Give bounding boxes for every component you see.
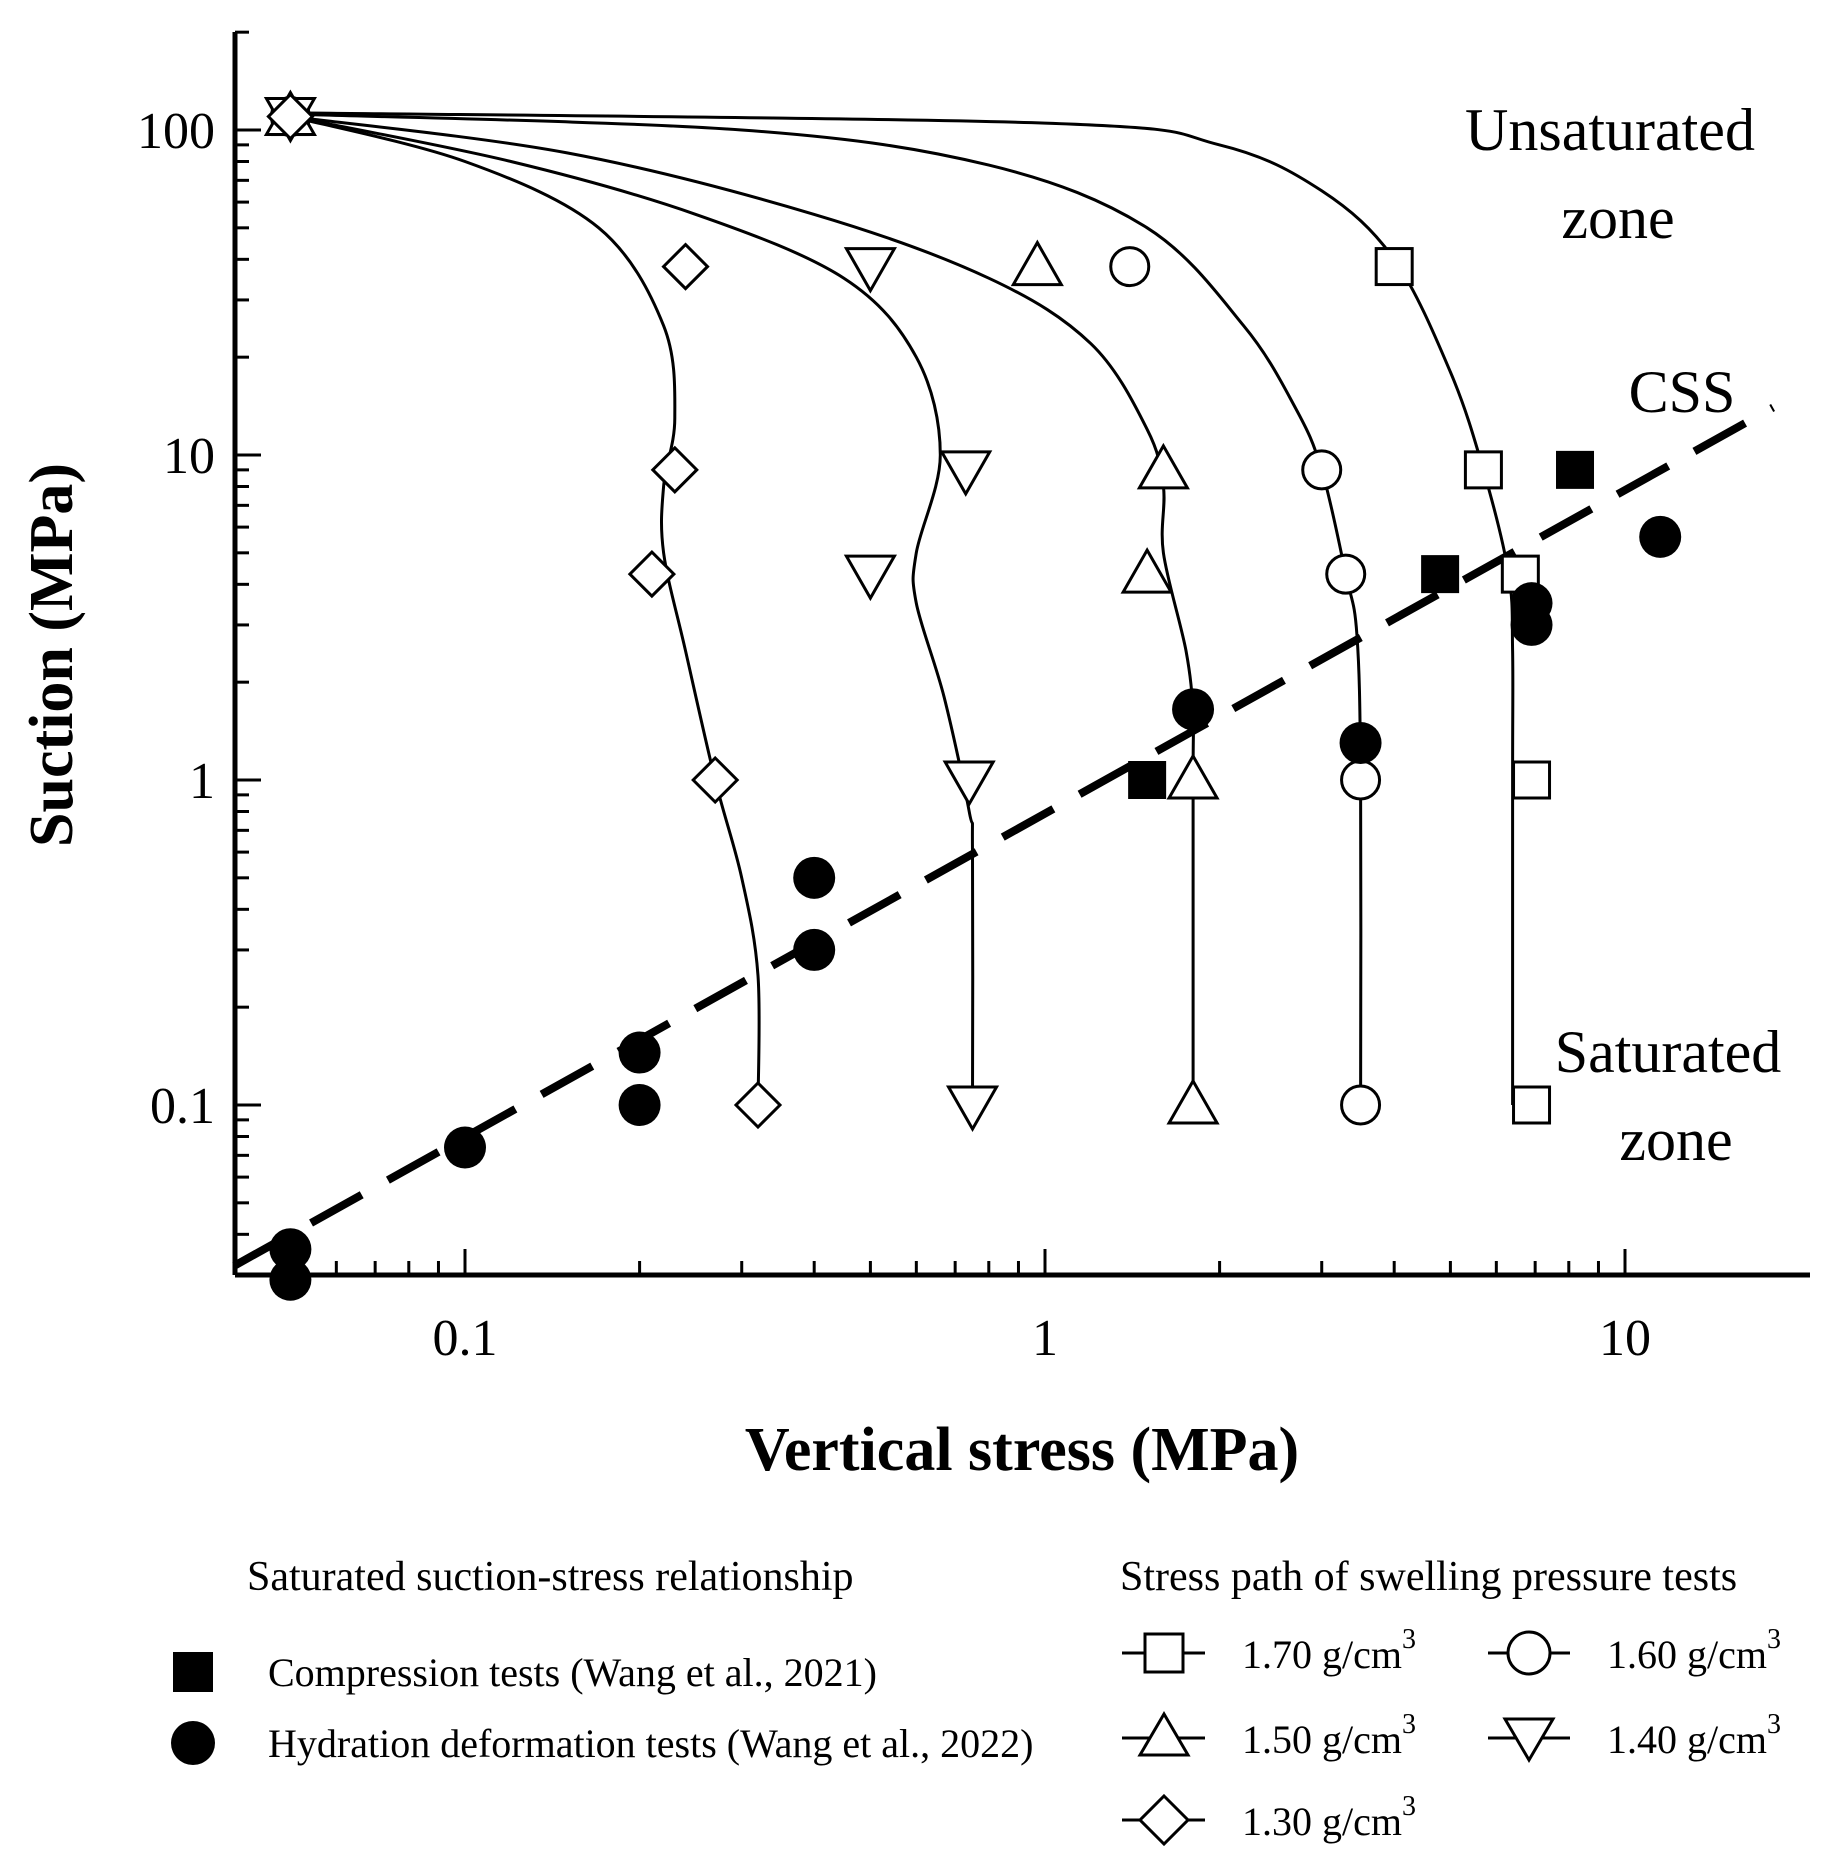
point-open-triangle-up-2 [1166, 1077, 1220, 1125]
point-filled-square [1128, 761, 1167, 799]
legend: Saturated suction-stress relationship St… [171, 1554, 1781, 1847]
annotation-unsaturated-line1: Unsaturated [1465, 97, 1755, 163]
point-filled-square [1556, 450, 1595, 489]
annotation-css: CSS [1629, 359, 1736, 425]
point-open-diamond-4 [627, 550, 677, 599]
point-open-diamond-4 [266, 92, 315, 141]
point-filled-circle [444, 1126, 486, 1169]
annotation-saturated-line2: zone [1619, 1107, 1732, 1173]
point-open-circle-1 [1325, 553, 1367, 595]
ticks [232, 30, 1627, 1277]
point-open-square-0 [1463, 450, 1503, 490]
point-open-diamond-4 [691, 755, 740, 805]
legend-right-title: Stress path of swelling pressure tests [1120, 1554, 1737, 1600]
point-open-circle-1 [1301, 449, 1343, 491]
point-open-square-0 [1512, 1085, 1552, 1125]
point-open-triangle-up-2 [1120, 547, 1174, 594]
x-axis-title: Vertical stress (MPa) [745, 1416, 1299, 1484]
stress-path-curve-1 [290, 112, 1363, 1106]
point-filled-circle [1172, 688, 1215, 731]
point-filled-square [1421, 555, 1460, 594]
y-tick-label: 0.1 [150, 1078, 215, 1135]
stress-path-curve-3 [290, 115, 975, 1106]
point-filled-circle [793, 928, 836, 971]
point-open-circle-1 [1109, 246, 1151, 288]
legend-filled-circle-icon [171, 1721, 215, 1765]
point-filled-circle [618, 1031, 661, 1074]
legend-130-label: 1.30 g/cm3 [1242, 1791, 1416, 1844]
x-tick-label: 0.1 [433, 1310, 498, 1367]
legend-filled-square-icon [173, 1652, 213, 1692]
axes [232, 32, 1810, 1278]
stress-path-curve-0 [290, 111, 1515, 1105]
point-open-triangle-down-3 [939, 450, 993, 497]
legend-open-triangle-up-icon [1137, 1711, 1191, 1757]
point-open-square-0 [1374, 247, 1414, 287]
css-line [232, 404, 1776, 1270]
point-open-diamond-4 [650, 445, 699, 494]
point-open-square-0 [1512, 760, 1552, 800]
point-filled-circle [269, 1228, 312, 1271]
point-filled-circle [618, 1084, 661, 1126]
markers [263, 89, 1682, 1301]
point-open-triangle-down-3 [843, 247, 897, 294]
legend-open-triangle-down-icon [1502, 1717, 1556, 1763]
point-open-triangle-up-2 [1166, 752, 1220, 800]
point-open-triangle-up-2 [1010, 239, 1064, 287]
legend-open-square-icon [1143, 1632, 1185, 1674]
point-filled-circle [1339, 721, 1382, 764]
legend-compression-label: Compression tests (Wang et al., 2021) [268, 1650, 877, 1695]
annotation-unsaturated-line2: zone [1561, 185, 1674, 251]
point-filled-circle [1510, 603, 1553, 646]
annotation-saturated-line1: Saturated [1555, 1019, 1782, 1085]
tick-labels: 0.1 1 10 0.1 1 10 100 [137, 103, 1651, 1367]
y-tick-label: 10 [163, 428, 215, 485]
legend-hydration-label: Hydration deformation tests (Wang et al.… [268, 1721, 1033, 1766]
point-open-diamond-4 [733, 1080, 783, 1130]
legend-150-label: 1.50 g/cm3 [1242, 1709, 1416, 1762]
stress-path-curve-4 [290, 115, 761, 1106]
x-tick-label: 10 [1599, 1310, 1651, 1367]
point-open-triangle-down-3 [843, 554, 897, 602]
point-filled-circle [793, 856, 836, 899]
point-open-triangle-up-2 [1136, 442, 1190, 490]
y-axis-title: Suction (MPa) [18, 463, 86, 847]
legend-160-label: 1.60 g/cm3 [1607, 1624, 1781, 1677]
point-filled-circle [1639, 515, 1682, 558]
legend-170-label: 1.70 g/cm3 [1242, 1624, 1416, 1677]
point-open-triangle-down-3 [945, 1085, 1000, 1133]
legend-140-label: 1.40 g/cm3 [1607, 1709, 1781, 1762]
stress-path-curves [290, 111, 1515, 1106]
stress-path-curve-2 [290, 115, 1196, 1105]
point-open-circle-1 [1340, 759, 1382, 801]
y-tick-label: 100 [137, 103, 215, 160]
y-tick-label: 1 [189, 753, 215, 810]
point-filled-circle [269, 1258, 312, 1301]
point-open-triangle-down-3 [942, 760, 996, 808]
legend-open-diamond-icon [1137, 1793, 1191, 1847]
x-tick-label: 1 [1032, 1310, 1058, 1367]
point-open-circle-1 [1340, 1084, 1382, 1126]
legend-left-title: Saturated suction-stress relationship [247, 1554, 854, 1600]
point-open-diamond-4 [661, 242, 710, 291]
legend-open-circle-icon [1506, 1630, 1552, 1676]
